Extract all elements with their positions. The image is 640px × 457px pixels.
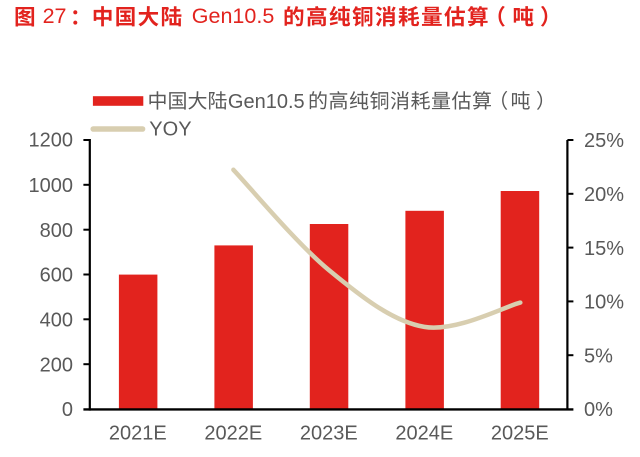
svg-text:5%: 5% <box>584 345 613 367</box>
svg-text:0%: 0% <box>584 399 613 421</box>
svg-text:2025E: 2025E <box>491 423 549 445</box>
svg-text:1000: 1000 <box>29 175 74 197</box>
svg-text:200: 200 <box>40 354 73 376</box>
svg-text:600: 600 <box>40 265 73 287</box>
svg-text:400: 400 <box>40 310 73 332</box>
svg-text:Gen10.5: Gen10.5 <box>228 91 305 113</box>
svg-text:2024E: 2024E <box>395 423 453 445</box>
svg-text:27: 27 <box>43 4 67 28</box>
svg-text:0: 0 <box>62 399 73 421</box>
svg-text:1200: 1200 <box>29 130 74 152</box>
svg-text:10%: 10% <box>584 292 624 314</box>
svg-text:2021E: 2021E <box>109 423 167 445</box>
svg-text:800: 800 <box>40 220 73 242</box>
svg-text:Gen10.5: Gen10.5 <box>192 4 275 28</box>
svg-text:YOY: YOY <box>149 118 191 140</box>
svg-text:2023E: 2023E <box>300 423 358 445</box>
svg-text:15%: 15% <box>584 238 624 260</box>
svg-text:25%: 25% <box>584 130 624 152</box>
svg-text:2022E: 2022E <box>204 423 262 445</box>
svg-text:20%: 20% <box>584 184 624 206</box>
